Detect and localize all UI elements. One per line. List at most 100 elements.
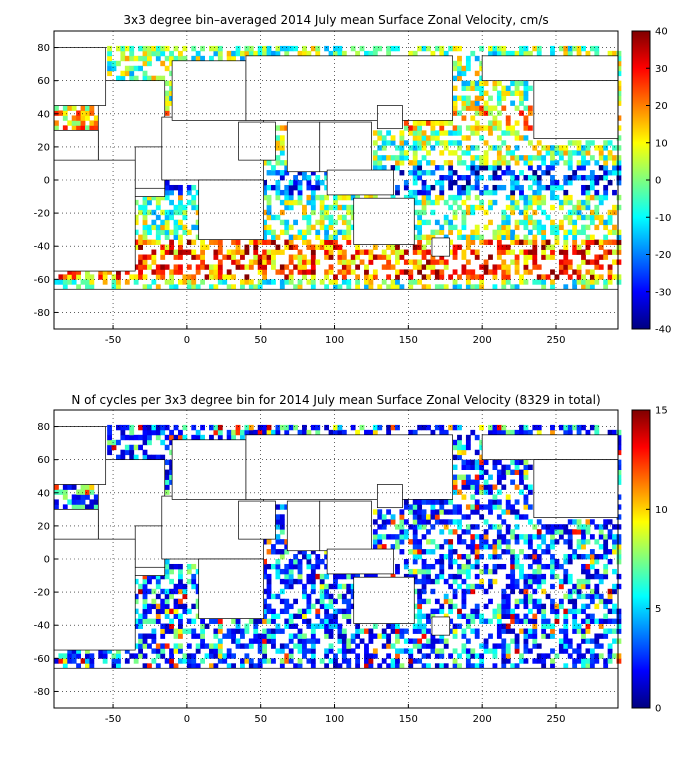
- heatmap-cell: [510, 259, 516, 265]
- heatmap-cell: [403, 259, 409, 265]
- heatmap-cell: [523, 593, 529, 600]
- heatmap-cell: [395, 663, 400, 669]
- heatmap-cell: [412, 279, 418, 285]
- cycles-map-panel: N of cycles per 3x3 degree bin for 2014 …: [34, 393, 668, 725]
- heatmap-cell: [297, 264, 303, 270]
- heatmap-cell: [67, 484, 73, 490]
- heatmap-cell: [381, 519, 387, 525]
- heatmap-cell: [505, 150, 511, 156]
- heatmap-cell: [355, 279, 361, 285]
- heatmap-cell: [474, 479, 480, 485]
- heatmap-cell: [248, 279, 254, 285]
- heatmap-cell: [545, 165, 551, 171]
- heatmap-cell: [71, 279, 77, 285]
- heatmap-cell: [616, 544, 622, 550]
- heatmap-cell: [457, 519, 462, 525]
- heatmap-cell: [465, 479, 471, 485]
- heatmap-cell: [452, 603, 458, 610]
- heatmap-cell: [465, 434, 471, 441]
- heatmap-cell: [439, 180, 445, 186]
- heatmap-cell: [333, 229, 338, 236]
- heatmap-cell: [452, 509, 458, 515]
- heatmap-cell: [448, 45, 454, 52]
- heatmap-cell: [213, 269, 219, 275]
- heatmap-cell: [527, 608, 533, 615]
- heatmap-cell: [279, 524, 285, 530]
- heatmap-cell: [257, 269, 263, 275]
- heatmap-cell: [457, 554, 462, 560]
- heatmap-cell: [488, 145, 493, 151]
- heatmap-cell: [576, 140, 582, 146]
- heatmap-cell: [355, 658, 361, 664]
- heatmap-cell: [173, 234, 179, 240]
- heatmap-cell: [138, 623, 143, 629]
- heatmap-cell: [527, 583, 533, 590]
- heatmap-cell: [217, 653, 223, 659]
- heatmap-cell: [333, 194, 338, 201]
- heatmap-cell: [550, 180, 555, 186]
- heatmap-cell: [558, 534, 564, 540]
- heatmap-cell: [240, 264, 245, 270]
- heatmap-cell: [333, 573, 338, 580]
- heatmap-cell: [612, 239, 617, 245]
- heatmap-cell: [598, 165, 604, 171]
- heatmap-cell: [572, 628, 578, 634]
- heatmap-cell: [501, 234, 507, 240]
- heatmap-cell: [319, 199, 325, 206]
- heatmap-cell: [457, 229, 462, 236]
- heatmap-cell: [333, 234, 338, 240]
- heatmap-cell: [616, 80, 622, 87]
- heatmap-cell: [452, 633, 458, 639]
- heatmap-cell: [563, 254, 569, 260]
- heatmap-cell: [319, 598, 325, 605]
- heatmap-cell: [488, 189, 493, 196]
- heatmap-cell: [439, 125, 445, 131]
- heatmap-cell: [253, 429, 259, 436]
- heatmap-cell: [302, 429, 307, 436]
- heatmap-cell: [279, 529, 285, 535]
- heatmap-cell: [510, 90, 516, 96]
- heatmap-cell: [403, 534, 409, 540]
- heatmap-cell: [297, 229, 303, 236]
- heatmap-cell: [395, 284, 400, 290]
- heatmap-cell: [266, 424, 272, 431]
- heatmap-cell: [585, 249, 591, 255]
- heatmap-cell: [412, 544, 418, 550]
- heatmap-cell: [80, 279, 86, 285]
- land-mass: [53, 159, 136, 272]
- heatmap-cell: [191, 224, 197, 231]
- heatmap-cell: [209, 663, 214, 669]
- heatmap-cell: [589, 234, 595, 240]
- heatmap-cell: [594, 424, 600, 431]
- heatmap-cell: [488, 254, 493, 260]
- heatmap-cell: [545, 150, 551, 156]
- heatmap-cell: [262, 568, 268, 575]
- heatmap-cell: [253, 623, 259, 629]
- heatmap-cell: [576, 145, 582, 151]
- heatmap-cell: [519, 100, 524, 106]
- heatmap-cell: [510, 504, 516, 510]
- heatmap-cell: [572, 598, 578, 605]
- heatmap-cell: [527, 140, 533, 146]
- heatmap-cell: [138, 638, 143, 644]
- heatmap-cell: [616, 70, 622, 77]
- heatmap-cell: [576, 554, 582, 560]
- heatmap-cell: [474, 663, 480, 669]
- heatmap-cell: [434, 194, 440, 201]
- heatmap-cell: [439, 229, 445, 236]
- heatmap-cell: [550, 623, 555, 629]
- heatmap-cell: [129, 274, 135, 280]
- heatmap-cell: [164, 444, 170, 451]
- heatmap-cell: [248, 658, 254, 664]
- heatmap-cell: [195, 434, 201, 441]
- heatmap-cell: [386, 663, 392, 669]
- heatmap-cell: [275, 534, 281, 540]
- heatmap-cell: [581, 249, 586, 255]
- heatmap-cell: [85, 279, 90, 285]
- heatmap-cell: [558, 224, 564, 231]
- heatmap-cell: [169, 184, 174, 191]
- heatmap-cell: [612, 583, 617, 590]
- heatmap-cell: [186, 658, 192, 664]
- heatmap-cell: [452, 180, 458, 186]
- heatmap-cell: [426, 234, 431, 240]
